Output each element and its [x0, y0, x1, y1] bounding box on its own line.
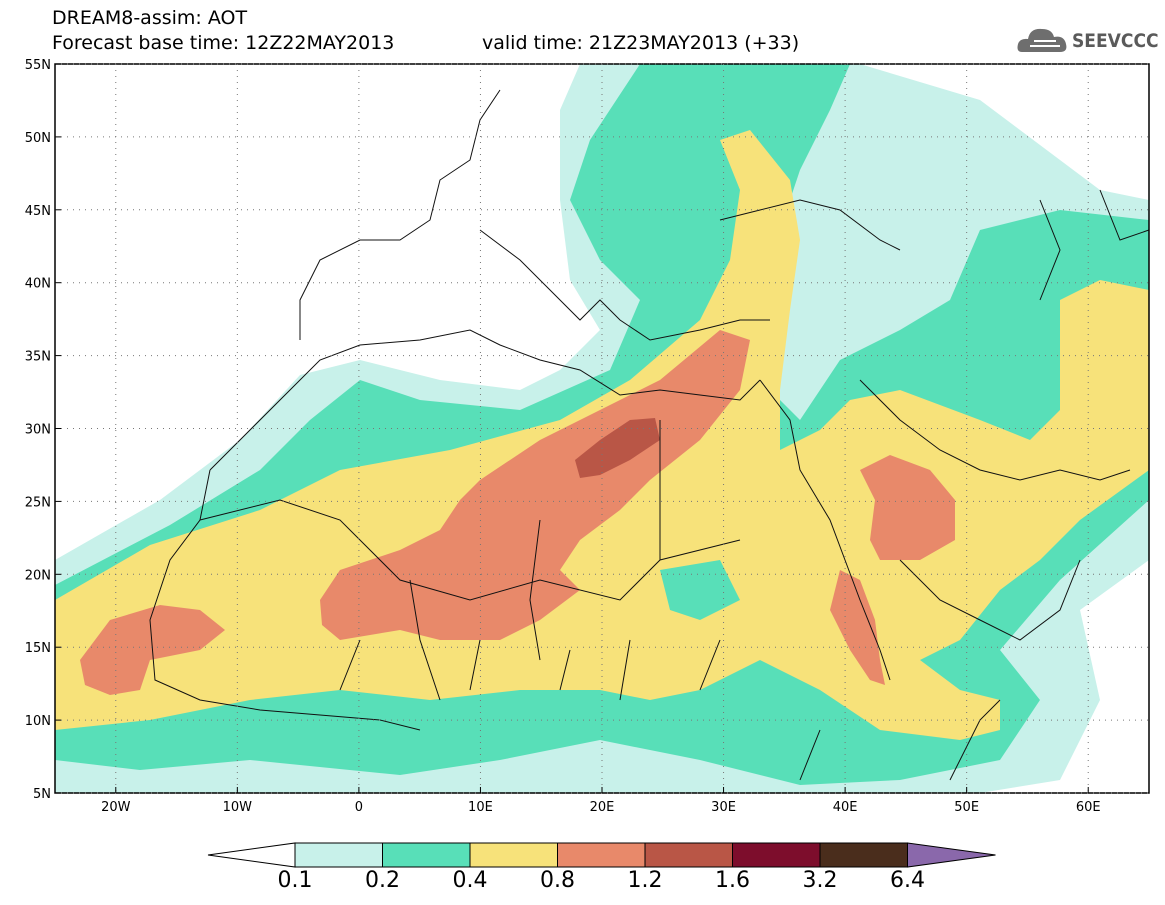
lat-label: 20N	[25, 568, 51, 583]
seevccc-logo: SEEVCCC	[1016, 22, 1159, 58]
colorbar-arrow-high	[907, 842, 996, 868]
lon-label: 20W	[101, 800, 131, 815]
lon-label: 60E	[1076, 800, 1101, 815]
coastlines	[149, 89, 1149, 781]
colorbar-level-label: 0.4	[452, 868, 488, 893]
contour-0-8-arabia	[860, 455, 955, 560]
lat-label: 5N	[33, 787, 51, 802]
lon-label: 20E	[590, 800, 615, 815]
lon-label: 50E	[954, 800, 979, 815]
axis-ticks: 55N 50N 45N 40N 35N 30N 25N 20N 15N 10N 5N 20W 10W 0 1…	[25, 58, 1101, 815]
lon-label: 30E	[711, 800, 736, 815]
lat-label: 45N	[25, 204, 51, 219]
colorbar-segment	[644, 842, 733, 868]
contour-0-4-b	[660, 560, 740, 620]
lon-label: 40E	[833, 800, 858, 815]
contour-1-2	[575, 418, 660, 478]
contour-0-8-redsea	[830, 570, 885, 685]
cloud-icon	[1017, 28, 1067, 52]
lon-label: 10W	[223, 800, 253, 815]
colorbar-level-label: 1.2	[627, 868, 663, 893]
colorbar-level-label: 1.6	[715, 868, 750, 893]
contour-0-8-central	[320, 330, 750, 640]
lon-label: 10E	[468, 800, 493, 815]
colorbar-segment	[557, 842, 646, 868]
valid-time: valid time: 21Z23MAY2013 (+33)	[482, 32, 800, 54]
colorbar-segment	[469, 842, 558, 868]
lat-label: 55N	[25, 58, 51, 73]
chart-title: DREAM8-assim: AOT	[52, 7, 248, 29]
lat-label: 50N	[25, 131, 51, 146]
colorbar-level-label: 0.2	[365, 868, 400, 893]
lat-label: 35N	[25, 350, 51, 365]
colorbar-level-label: 0.1	[277, 868, 313, 893]
lon-label: 0	[355, 800, 363, 815]
lat-label: 25N	[25, 495, 51, 510]
colorbar-segment	[819, 842, 908, 868]
colorbar-level-label: 0.8	[540, 868, 575, 893]
colorbar-level-label: 6.4	[890, 868, 925, 893]
colorbar-segment	[382, 842, 471, 868]
colorbar-arrow-low	[207, 842, 296, 868]
forecast-base-time: Forecast base time: 12Z22MAY2013	[52, 32, 395, 54]
colorbar-segment	[294, 842, 383, 868]
lat-label: 30N	[25, 423, 51, 438]
colorbar-level-label: 3.2	[802, 868, 838, 893]
lat-label: 10N	[25, 714, 51, 729]
colorbar-segment	[732, 842, 821, 868]
colorbar	[207, 842, 996, 868]
lat-label: 15N	[25, 641, 51, 656]
lat-label: 40N	[25, 277, 51, 292]
logo-text: SEEVCCC	[1072, 30, 1159, 52]
